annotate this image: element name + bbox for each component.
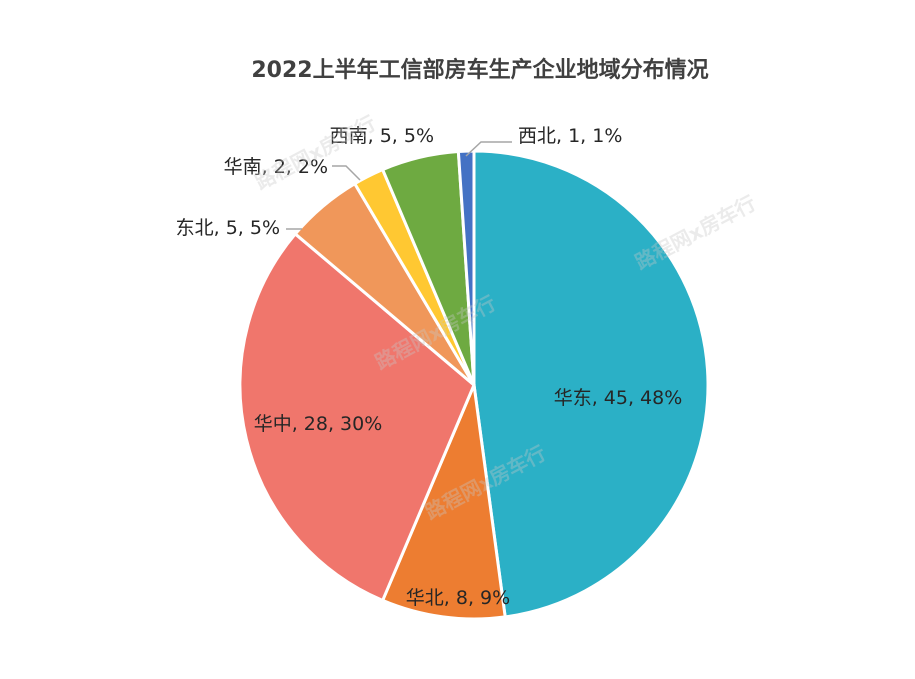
pie-slice-0 (472, 149, 710, 619)
slice-label-1: 华北, 8, 9% (406, 587, 510, 609)
leader-line-4 (332, 165, 361, 181)
pie-slice-1 (380, 379, 507, 621)
slice-label-0: 华东, 45, 48% (554, 387, 683, 409)
slice-label-4: 华南, 2, 2% (224, 156, 328, 178)
leader-line-6 (465, 141, 512, 157)
pie-slice-2 (238, 231, 476, 603)
slice-label-2: 华中, 28, 30% (254, 413, 383, 435)
slice-label-3: 东北, 5, 5% (176, 217, 280, 239)
slice-label-6: 西北, 1, 1% (518, 125, 622, 147)
chart-title: 2022上半年工信部房车生产企业地域分布情况 (251, 58, 709, 83)
slice-label-5: 西南, 5, 5% (330, 125, 434, 147)
pie-slice-6 (456, 149, 476, 386)
